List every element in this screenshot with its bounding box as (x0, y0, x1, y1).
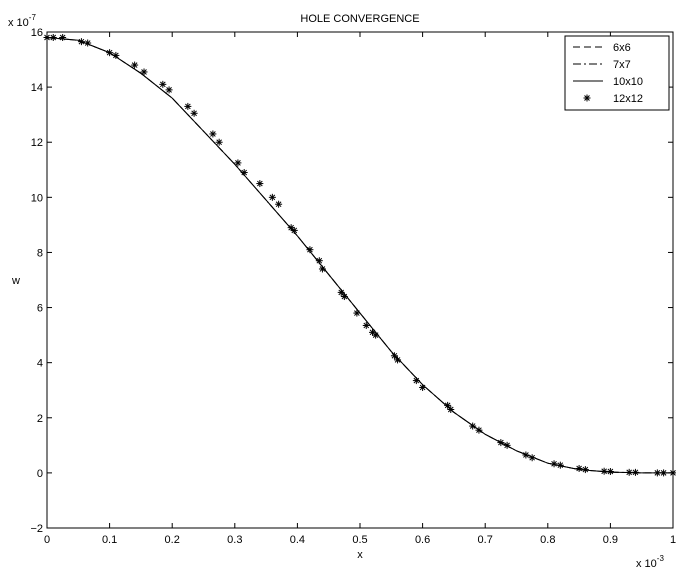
y-tick-label: 2 (37, 413, 43, 425)
data-point-marker (469, 422, 477, 430)
x-tick-label: 0.1 (102, 534, 117, 546)
data-point-marker (340, 293, 348, 301)
y-exponent-label: x 10-7 (8, 13, 36, 29)
series-layer (43, 34, 676, 477)
legend-box (564, 35, 670, 111)
legend-marker-symbol (583, 94, 591, 102)
y-tick-label: 12 (31, 137, 43, 149)
x-tick-label: 1 (670, 534, 676, 546)
x-tick-label: 0.5 (352, 534, 367, 546)
data-point-marker (669, 469, 676, 477)
data-point-marker (59, 34, 67, 42)
y-tick-label: 6 (37, 303, 43, 315)
data-point-marker (184, 102, 192, 110)
data-point-marker (447, 406, 455, 414)
data-point-marker (394, 356, 402, 364)
data-point-marker (275, 200, 283, 208)
legend-entry: 6x6 (573, 42, 631, 54)
data-point-marker (131, 61, 139, 69)
data-point-marker (318, 265, 326, 273)
y-tick-label: 8 (37, 247, 43, 259)
data-point-marker (106, 49, 114, 57)
data-point-marker (606, 468, 614, 476)
legend-label: 12x12 (613, 93, 643, 105)
x-tick-label: 0.9 (603, 534, 618, 546)
data-point-marker (140, 68, 148, 76)
x-tick-label: 0.4 (290, 534, 305, 546)
y-tick-label: 0 (37, 468, 43, 480)
data-point-marker (503, 441, 511, 449)
data-point-marker (390, 352, 398, 360)
data-point-marker (660, 469, 668, 477)
data-point-marker (290, 226, 298, 234)
legend: 6x6 7x7 10x10 12x12 (564, 35, 670, 111)
data-point-marker (240, 169, 248, 177)
data-point-marker (165, 86, 173, 94)
data-point-marker (653, 469, 661, 477)
x-tick-label: 0.2 (165, 534, 180, 546)
data-point-marker (256, 180, 264, 188)
data-point-marker (112, 51, 120, 59)
data-point-marker (581, 466, 589, 474)
legend-label: 10x10 (613, 76, 643, 88)
x-tick-label: 0 (44, 534, 50, 546)
data-point-marker (159, 80, 167, 88)
data-point-marker (77, 38, 85, 46)
data-point-marker (497, 439, 505, 447)
series-12x12-markers (43, 34, 676, 477)
legend-entry: 10x10 (573, 76, 643, 88)
legend-label: 6x6 (613, 42, 631, 54)
data-point-marker (550, 460, 558, 468)
chart-title: HOLE CONVERGENCE (300, 13, 419, 25)
x-tick-label: 0.6 (415, 534, 430, 546)
data-point-marker (234, 159, 242, 167)
legend-label: 7x7 (613, 59, 631, 71)
data-point-marker (49, 34, 57, 42)
data-point-marker (362, 321, 370, 329)
data-point-marker (337, 288, 345, 296)
data-point-marker (315, 257, 323, 265)
y-tick-label: 4 (37, 358, 43, 370)
data-point-marker (575, 464, 583, 472)
data-point-marker (475, 426, 483, 434)
legend-entry: 7x7 (573, 59, 631, 71)
y-tick-label: 10 (31, 192, 43, 204)
legend-entry: 12x12 (583, 93, 643, 105)
data-point-marker (353, 309, 361, 317)
x-tick-label: 0.3 (227, 534, 242, 546)
plot-area (46, 31, 674, 529)
data-point-marker (522, 451, 530, 459)
data-point-marker (43, 34, 51, 42)
data-point-marker (412, 377, 420, 385)
y-tick-label: 16 (31, 27, 43, 39)
data-point-marker (306, 246, 314, 254)
y-tick-label: 14 (31, 82, 43, 94)
data-point-marker (209, 130, 217, 138)
data-point-marker (190, 109, 198, 117)
data-point-marker (528, 454, 536, 462)
y-axis-label: w (11, 275, 20, 287)
y-tick-label: −2 (30, 523, 43, 535)
x-tick-label: 0.7 (478, 534, 493, 546)
data-point-marker (625, 468, 633, 476)
data-point-marker (556, 461, 564, 469)
data-point-marker (215, 138, 223, 146)
data-point-marker (631, 468, 639, 476)
data-point-marker (268, 193, 276, 201)
data-point-marker (419, 383, 427, 391)
data-point-marker (84, 39, 92, 47)
x-axis-label: x (357, 549, 363, 561)
data-point-marker (444, 401, 452, 409)
data-point-marker (372, 331, 380, 339)
x-tick-label: 0.8 (540, 534, 555, 546)
data-point-marker (600, 467, 608, 475)
axis-ticks: 0 0.1 0.2 0.3 0.4 0.5 0.6 0.7 0.8 0.9 1−2024681012… (30, 27, 676, 546)
x-exponent-label: x 10-3 (636, 554, 664, 569)
